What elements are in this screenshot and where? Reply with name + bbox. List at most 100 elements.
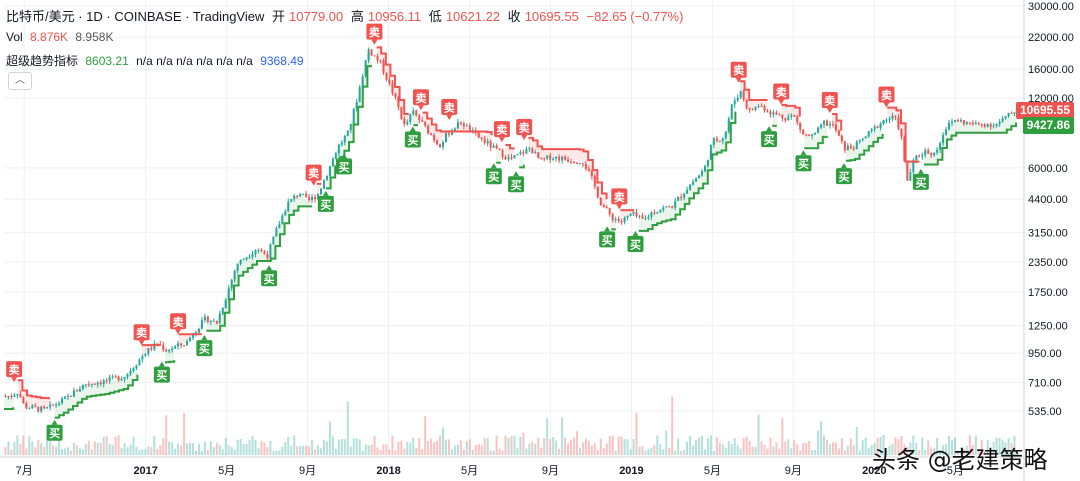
candle-body: [903, 136, 906, 162]
volume-bar: [692, 445, 695, 455]
sell-signal-marker[interactable]: 卖: [493, 121, 510, 143]
indicator-legend[interactable]: 超级趋势指标 8603.21 n/a n/a n/a n/a n/a n/a 9…: [6, 52, 308, 69]
marker-pointer: [11, 377, 18, 383]
candle-body: [754, 106, 757, 111]
volume-bar: [1001, 439, 1004, 455]
candle-body: [52, 404, 55, 406]
candle-body: [519, 152, 522, 155]
price-axis[interactable]: 30000.0022000.0016000.0012000.006000.004…: [1023, 0, 1080, 481]
buy-signal-marker[interactable]: 买: [404, 126, 421, 148]
candle-body: [745, 99, 748, 109]
volume-bar: [781, 417, 784, 455]
candle-body: [572, 161, 575, 163]
symbol-legend[interactable]: 比特币/美元 · 1D · COINBASE · TradingView 开 10…: [6, 6, 687, 25]
volume-bar: [650, 447, 653, 455]
sell-label: 卖: [415, 91, 426, 105]
sell-signal-marker[interactable]: 卖: [133, 324, 150, 346]
buy-signal-marker[interactable]: 买: [761, 126, 778, 148]
sell-label: 卖: [519, 121, 530, 135]
candle-body: [165, 349, 168, 352]
watermark-text: 头条 @老建策略: [872, 446, 1048, 474]
buy-signal-marker[interactable]: 买: [835, 163, 852, 185]
candle-body: [703, 166, 706, 172]
sell-signal-marker[interactable]: 卖: [611, 188, 628, 210]
candle-body: [546, 155, 549, 159]
volume-bar: [49, 439, 52, 455]
volume-bar: [239, 438, 242, 455]
buy-signal-marker[interactable]: 买: [795, 150, 812, 172]
sell-signal-marker[interactable]: 卖: [516, 119, 533, 141]
candle-body: [19, 393, 22, 398]
sell-signal-marker[interactable]: 卖: [878, 86, 895, 108]
marker-box: [305, 164, 322, 181]
volume-bar: [683, 450, 686, 455]
candle-body: [439, 144, 442, 148]
volume-bar: [486, 438, 489, 455]
candle-body: [820, 124, 823, 128]
candle-body: [939, 143, 942, 150]
sell-signal-marker[interactable]: 卖: [773, 83, 790, 105]
supertrend-band: [326, 53, 372, 189]
volume-bar: [828, 444, 831, 455]
candle-body: [584, 164, 587, 169]
sell-signal-marker[interactable]: 卖: [6, 361, 23, 383]
buy-signal-marker[interactable]: 买: [317, 190, 334, 212]
candle-body: [558, 156, 561, 161]
candle-body: [382, 60, 385, 73]
volume-bar: [248, 439, 251, 455]
candle-body: [46, 407, 49, 409]
volume-bar: [90, 449, 93, 455]
buy-signal-marker[interactable]: 买: [485, 163, 502, 185]
collapse-legend-button[interactable]: ︿: [8, 72, 32, 90]
price-axis-bg: [1024, 0, 1080, 481]
volume-legend[interactable]: Vol 8.876K 8.958K: [6, 30, 117, 44]
time-axis[interactable]: 7月 2017 5月 9月 2018 5月 9月 2019 5月 9月 2020 5月: [0, 456, 1024, 477]
chevron-up-icon: ︿: [15, 75, 25, 86]
sell-signal-marker[interactable]: 卖: [305, 164, 322, 186]
candle-body: [846, 145, 849, 151]
candle-body: [870, 129, 873, 132]
sell-signal-marker[interactable]: 卖: [170, 313, 187, 335]
candle-body: [96, 382, 99, 385]
buy-signal-marker[interactable]: 买: [196, 335, 213, 357]
buy-signal-marker[interactable]: 买: [336, 153, 353, 175]
candle-body: [805, 134, 808, 136]
volume-bar: [620, 436, 623, 455]
candle-body: [748, 108, 751, 110]
buy-signal-marker[interactable]: 买: [508, 171, 525, 193]
volume-bar: [665, 430, 668, 455]
volume-value-2: 8.958K: [75, 30, 114, 44]
buy-signal-marker[interactable]: 买: [46, 419, 63, 441]
candle-body: [308, 196, 311, 201]
buy-signal-marker[interactable]: 买: [153, 361, 170, 383]
signal-markers[interactable]: 卖卖卖卖卖卖卖卖 卖卖卖卖卖 卖买买买买买买买买买买 买买买买买: [6, 23, 929, 441]
buy-label: 买: [407, 134, 418, 147]
candle-body: [144, 354, 147, 357]
volume-bar: [397, 441, 400, 455]
volume-bar: [900, 435, 903, 455]
symbol-title[interactable]: 比特币/美元 · 1D · COINBASE · TradingView: [6, 9, 265, 24]
volume-bar: [575, 431, 578, 455]
sell-signal-marker[interactable]: 卖: [412, 89, 429, 111]
candle-body: [69, 395, 72, 397]
volume-bar: [337, 439, 340, 455]
marker-pointer: [341, 153, 348, 159]
buy-signal-marker[interactable]: 买: [261, 265, 278, 287]
candle-body: [186, 341, 189, 346]
sell-signal-marker[interactable]: 卖: [441, 99, 458, 121]
buy-signal-marker[interactable]: 买: [627, 231, 644, 253]
volume-bar: [799, 450, 802, 455]
sell-signal-marker[interactable]: 卖: [366, 23, 383, 45]
volume-bar: [528, 443, 531, 455]
sell-signal-marker[interactable]: 卖: [821, 92, 838, 114]
candle-body: [507, 157, 510, 160]
candle-body: [593, 176, 596, 187]
sell-signal-marker[interactable]: 卖: [730, 61, 747, 83]
y-tick-label: 16000.00: [1028, 64, 1074, 76]
volume-bar: [215, 443, 218, 455]
volume-bar: [712, 450, 715, 455]
buy-label: 买: [156, 369, 167, 382]
buy-signal-marker[interactable]: 买: [912, 168, 929, 190]
buy-signal-marker[interactable]: 买: [599, 226, 616, 248]
